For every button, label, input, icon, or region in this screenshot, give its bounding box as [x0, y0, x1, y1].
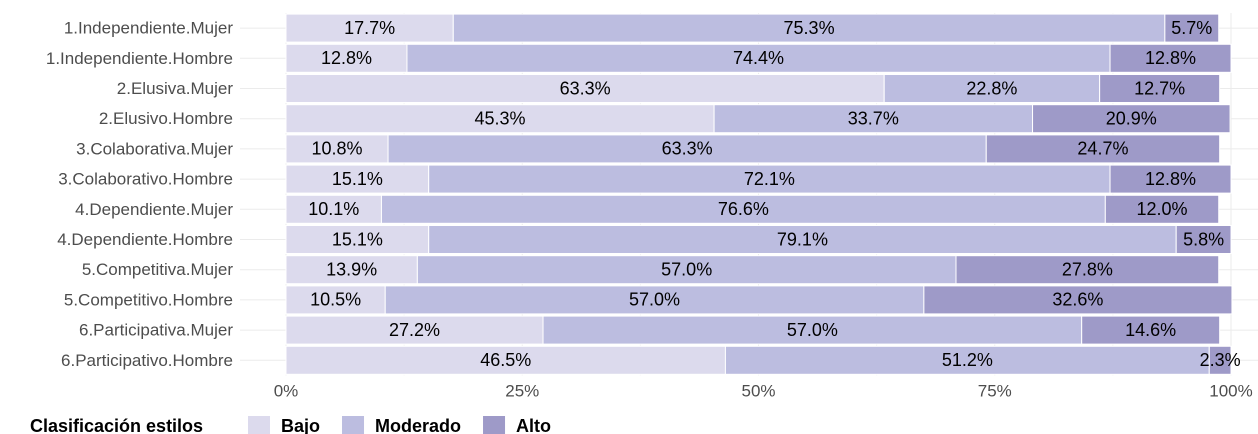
- legend-swatch: [342, 416, 365, 434]
- value-label: 5.8%: [1183, 229, 1224, 249]
- value-label: 10.1%: [308, 199, 359, 219]
- value-label: 57.0%: [661, 259, 712, 279]
- value-label: 33.7%: [848, 108, 899, 128]
- bar-segment: [1109, 164, 1232, 194]
- value-label: 27.8%: [1062, 259, 1113, 279]
- value-label: 10.8%: [312, 139, 363, 159]
- bar-segment: [380, 194, 1106, 224]
- bar-segment: [285, 225, 430, 254]
- value-label: 5.7%: [1171, 18, 1212, 38]
- value-label: 12.0%: [1136, 199, 1187, 219]
- legend-label: Alto: [516, 416, 551, 434]
- bar-segment: [724, 345, 1210, 375]
- x-tick-label: 0%: [274, 381, 299, 400]
- bar-segment: [285, 43, 408, 73]
- legend-label: Bajo: [281, 416, 320, 434]
- value-label: 75.3%: [784, 18, 835, 38]
- y-tick-label: 5.Competitiva.Mujer: [82, 260, 234, 279]
- value-label: 12.8%: [1145, 48, 1196, 68]
- bar-segment: [1208, 345, 1232, 375]
- x-tick-label: 50%: [741, 381, 775, 400]
- bar-segment: [1164, 13, 1220, 43]
- value-label: 76.6%: [718, 199, 769, 219]
- value-label: 57.0%: [787, 320, 838, 340]
- bar-segment: [285, 315, 544, 345]
- value-label: 51.2%: [942, 350, 993, 370]
- value-label: 12.7%: [1134, 78, 1185, 98]
- legend-swatch: [248, 416, 270, 434]
- bar-segment: [713, 104, 1034, 134]
- value-label: 14.6%: [1125, 320, 1176, 340]
- bar-segment: [955, 255, 1220, 285]
- value-label: 46.5%: [480, 350, 531, 370]
- value-label: 12.8%: [1145, 169, 1196, 189]
- y-tick-label: 3.Colaborativa.Mujer: [76, 139, 233, 158]
- value-label: 72.1%: [744, 169, 795, 189]
- bar-segment: [923, 285, 1233, 315]
- value-label: 45.3%: [475, 108, 526, 128]
- bar-segment: [1104, 194, 1220, 224]
- bar-segment: [1099, 74, 1221, 103]
- y-tick-label: 5.Competitivo.Hombre: [64, 290, 233, 309]
- y-tick-label: 3.Colaborativo.Hombre: [58, 170, 233, 189]
- y-tick-label: 4.Dependiente.Mujer: [75, 200, 233, 219]
- value-label: 27.2%: [389, 320, 440, 340]
- bar-segment: [1109, 43, 1232, 73]
- value-label: 15.1%: [332, 169, 383, 189]
- y-tick-label: 6.Participativa.Mujer: [79, 321, 233, 340]
- bar-segment: [285, 285, 386, 315]
- bar-segment: [416, 255, 957, 285]
- value-label: 12.8%: [321, 48, 372, 68]
- x-tick-label: 100%: [1209, 381, 1252, 400]
- value-label: 24.7%: [1077, 139, 1128, 159]
- bar-segment: [1032, 104, 1231, 134]
- value-label: 13.9%: [326, 259, 377, 279]
- value-label: 63.3%: [560, 78, 611, 98]
- y-tick-label: 2.Elusiva.Mujer: [117, 79, 234, 98]
- value-label: 17.7%: [344, 18, 395, 38]
- y-tick-label: 2.Elusivo.Hombre: [99, 109, 233, 128]
- y-tick-label: 6.Participativo.Hombre: [61, 351, 233, 370]
- bar-segment: [883, 74, 1101, 103]
- legend-title: Clasificación estilos: [30, 416, 203, 434]
- bar-segment: [285, 134, 389, 164]
- value-label: 32.6%: [1052, 290, 1103, 310]
- bar-segment: [285, 255, 418, 285]
- y-tick-label: 1.Independiente.Hombre: [46, 49, 233, 68]
- value-label: 74.4%: [733, 48, 784, 68]
- bar-segment: [285, 164, 430, 194]
- legend-label: Moderado: [375, 416, 461, 434]
- value-label: 63.3%: [662, 139, 713, 159]
- value-label: 20.9%: [1106, 108, 1157, 128]
- bar-segment: [285, 345, 726, 375]
- value-label: 2.3%: [1200, 350, 1241, 370]
- x-tick-label: 25%: [505, 381, 539, 400]
- bar-segment: [285, 194, 382, 224]
- value-label: 22.8%: [966, 78, 1017, 98]
- legend-swatch: [483, 416, 506, 434]
- bar-segment: [1175, 225, 1232, 254]
- bar-segment: [428, 225, 1177, 254]
- bar-segment: [428, 164, 1111, 194]
- bar-segment: [384, 285, 925, 315]
- y-tick-label: 1.Independiente.Mujer: [64, 19, 234, 38]
- x-tick-label: 75%: [978, 381, 1012, 400]
- value-label: 79.1%: [777, 229, 828, 249]
- bar-segment: [542, 315, 1083, 345]
- value-label: 57.0%: [629, 290, 680, 310]
- y-tick-label: 4.Dependiente.Hombre: [57, 230, 233, 249]
- bar-segment: [387, 134, 987, 164]
- bar-segment: [985, 134, 1221, 164]
- bar-segment: [406, 43, 1111, 73]
- bar-segment: [1081, 315, 1221, 345]
- value-label: 15.1%: [332, 229, 383, 249]
- value-label: 10.5%: [310, 290, 361, 310]
- bar-segment: [285, 104, 715, 134]
